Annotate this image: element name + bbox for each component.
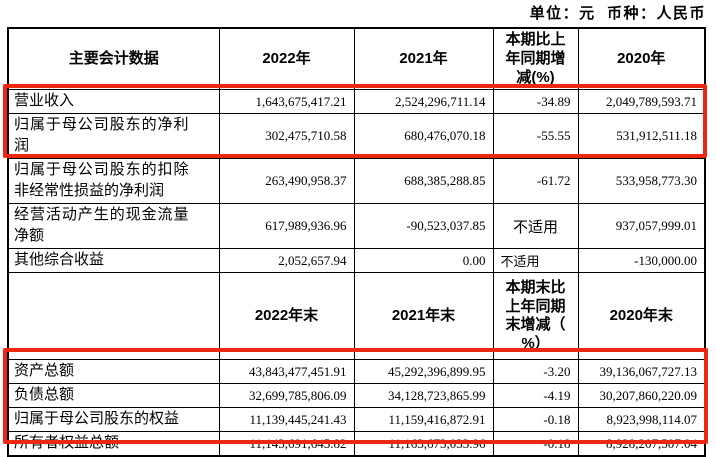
value-change: -0.18 — [492, 407, 579, 433]
unit-currency-label: 单位：元 币种：人民币 — [529, 5, 706, 22]
value-2021: 680,476,070.18 — [353, 113, 494, 160]
value-2021: -90,523,037.85 — [353, 203, 494, 250]
table-row-equity-parent: 归属于母公司股东的权益 11,139,445,241.43 11,159,416… — [7, 407, 706, 433]
value-2021: 0.00 — [353, 248, 494, 274]
row-label: 资产总额 — [7, 359, 220, 385]
value-2021: 2,524,296,711.14 — [353, 89, 494, 115]
value-2020: 8,928,207,507.04 — [577, 431, 706, 457]
table-header-end-of-period: 2022年末 2021年末 本期末比 上年同期 末增减（ %） 2020年末 — [7, 272, 706, 361]
row-label: 其他综合收益 — [7, 248, 220, 274]
value-2021: 34,128,723,865.99 — [353, 383, 494, 409]
value-2020: 2,049,789,593.71 — [577, 89, 706, 115]
value-change: -61.72 — [492, 158, 579, 205]
value-2021: 45,292,396,899.95 — [353, 359, 494, 385]
value-change: -34.89 — [492, 89, 579, 115]
value-2021: 11,159,416,872.91 — [353, 407, 494, 433]
col-header-2020: 2020年 — [577, 27, 706, 91]
value-2020: 39,136,067,727.13 — [577, 359, 706, 385]
col-header-2022: 2022年 — [218, 27, 355, 91]
row-label: 营业收入 — [7, 89, 220, 115]
value-2022: 302,475,710.58 — [218, 113, 355, 160]
value-change: -3.20 — [492, 359, 579, 385]
col-header-2022-end: 2022年末 — [218, 272, 355, 361]
value-2021: 11,163,673,033.96 — [353, 431, 494, 457]
value-2020: 937,057,999.01 — [577, 203, 706, 250]
value-2022: 263,490,958.37 — [218, 158, 355, 205]
row-label: 经营活动产生的现金流量净额 — [7, 203, 220, 250]
value-change: -55.55 — [492, 113, 579, 160]
value-2022: 617,989,936.96 — [218, 203, 355, 250]
row-label: 归属于母公司股东的扣除非经常性损益的净利润 — [7, 158, 220, 205]
value-2022: 43,843,477,451.91 — [218, 359, 355, 385]
value-2020: -130,000.00 — [577, 248, 706, 274]
value-2022: 1,643,675,417.21 — [218, 89, 355, 115]
value-2021: 688,385,288.85 — [353, 158, 494, 205]
col-header-yoy-change: 本期比上 年同期增 减(%) — [492, 27, 579, 91]
row-label: 所有者权益总额 — [7, 431, 220, 457]
value-2020: 8,923,998,114.07 — [577, 407, 706, 433]
col-header-2021-end: 2021年末 — [353, 272, 494, 361]
value-change: -4.19 — [492, 383, 579, 409]
table-row-total-liabilities: 负债总额 32,699,785,806.09 34,128,723,865.99… — [7, 383, 706, 409]
row-label: 负债总额 — [7, 383, 220, 409]
value-change: -0.18 — [492, 431, 579, 457]
value-2022: 11,139,445,241.43 — [218, 407, 355, 433]
col-header-2021: 2021年 — [353, 27, 494, 91]
col-header-empty — [7, 272, 220, 361]
value-2020: 531,912,511.18 — [577, 113, 706, 160]
table-row-total-assets: 资产总额 43,843,477,451.91 45,292,396,899.95… — [7, 359, 706, 385]
col-header-main-data: 主要会计数据 — [7, 27, 220, 91]
row-label: 归属于母公司股东的净利润 — [7, 113, 220, 160]
value-change: 不适用 — [492, 203, 579, 250]
key-accounting-data-table: 主要会计数据 2022年 2021年 本期比上 年同期增 减(%) 2020年 … — [7, 27, 706, 457]
table-row-operating-cash-flow: 经营活动产生的现金流量净额 617,989,936.96 -90,523,037… — [7, 203, 706, 250]
col-header-eop-change: 本期末比 上年同期 末增减（ %） — [492, 272, 579, 361]
table-row-operating-revenue: 营业收入 1,643,675,417.21 2,524,296,711.14 -… — [7, 89, 706, 115]
value-2022: 2,052,657.94 — [218, 248, 355, 274]
col-header-2020-end: 2020年末 — [577, 272, 706, 361]
table-row-other-comprehensive-income: 其他综合收益 2,052,657.94 0.00 不适用 -130,000.00 — [7, 248, 706, 274]
value-2020: 533,958,773.30 — [577, 158, 706, 205]
table-header-period: 主要会计数据 2022年 2021年 本期比上 年同期增 减(%) 2020年 — [7, 27, 706, 91]
value-2020: 30,207,860,220.09 — [577, 383, 706, 409]
value-2022: 32,699,785,806.09 — [218, 383, 355, 409]
table-row-net-profit-deducted: 归属于母公司股东的扣除非经常性损益的净利润 263,490,958.37 688… — [7, 158, 706, 205]
value-2022: 11,143,691,645.82 — [218, 431, 355, 457]
table-row-total-owners-equity: 所有者权益总额 11,143,691,645.82 11,163,673,033… — [7, 431, 706, 457]
value-change: 不适用 — [492, 248, 579, 274]
row-label: 归属于母公司股东的权益 — [7, 407, 220, 433]
table-row-net-profit-parent: 归属于母公司股东的净利润 302,475,710.58 680,476,070.… — [7, 113, 706, 160]
